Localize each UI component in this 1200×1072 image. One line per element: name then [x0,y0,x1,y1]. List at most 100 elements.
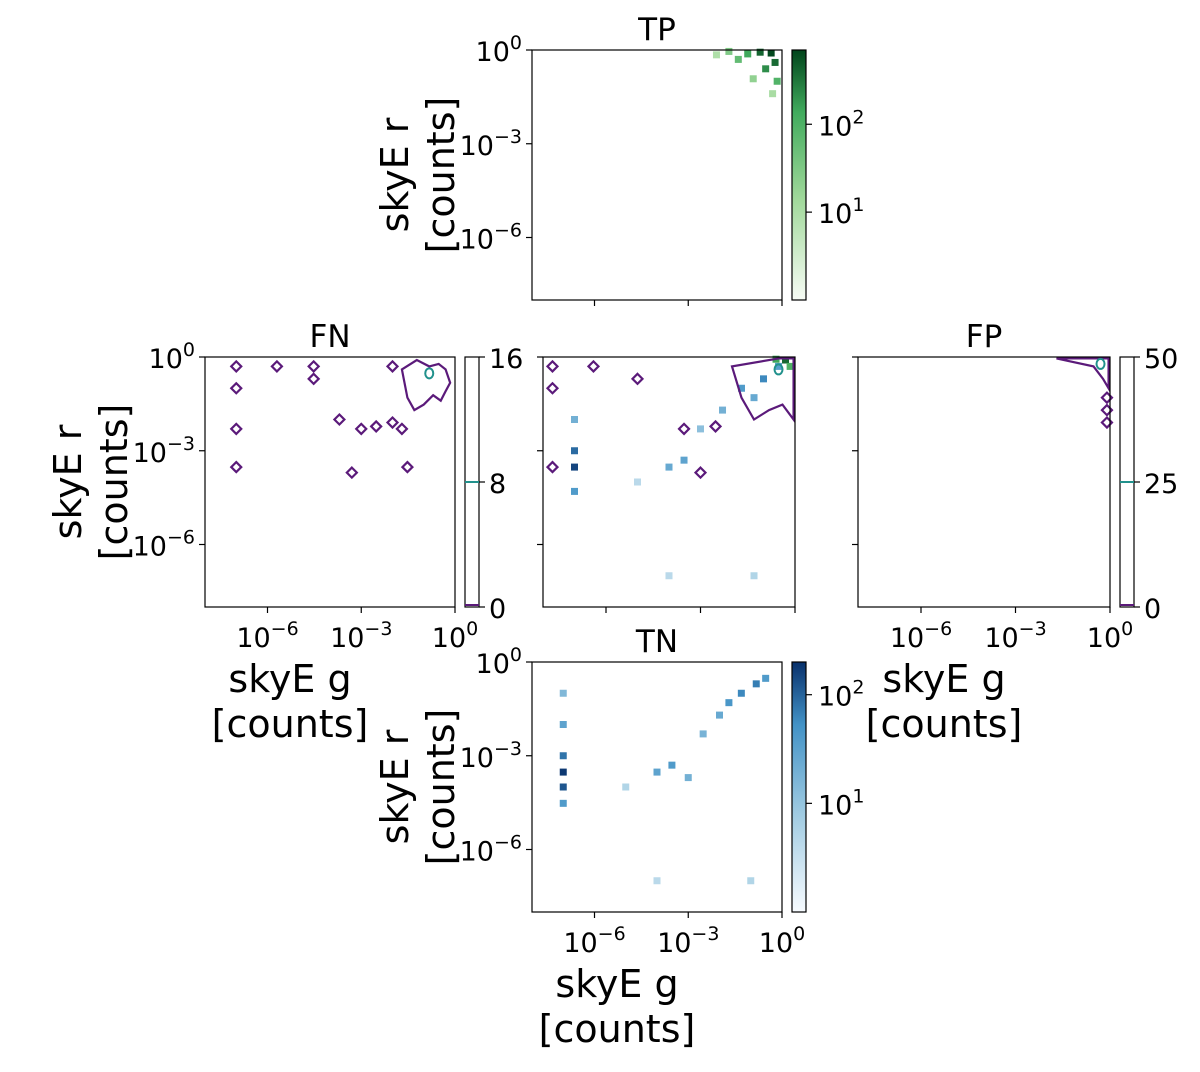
colorbar: 102 101 [792,50,864,300]
panel-tp-cells [713,48,781,97]
colorbar-tick-label: 16 [489,344,523,375]
heatmap-cell [571,464,578,471]
colorbar-tick-label: 101 [818,194,864,230]
heatmap-cell [654,877,661,884]
colorbar-tick-label: 0 [489,594,506,625]
heatmap-cell [697,425,704,432]
plot-frame [205,357,455,607]
y-axis-label: skyE r [46,424,90,539]
heatmap-cell [738,690,745,697]
panel-fp: FP10−6 10−3 100skyE g[counts]50250 [852,319,1178,746]
heatmap-cell [725,48,732,55]
colorbar-tick-label: 0 [1144,594,1161,625]
panel-title: TP [637,12,676,48]
x-axis-label: skyE g [882,657,1005,701]
heatmap-cell [654,769,661,776]
contour-marker [231,462,241,472]
heatmap-cell [622,784,629,791]
heatmap-cell [713,51,720,58]
plot-frame [858,357,1110,607]
colorbar-tick-label: 8 [489,469,506,500]
heatmap-cell [751,394,758,401]
heatmap-cells-layer [231,48,1112,884]
heatmap-cell [725,699,732,706]
x-axis-label: [counts] [212,702,369,746]
y-tick-label: 10−6 [460,220,522,256]
panel-title: FP [966,319,1003,355]
x-tick-label: 10−3 [657,923,719,959]
x-tick-label: 10−3 [984,618,1046,654]
contour-marker [309,374,319,384]
contour-marker [309,361,319,371]
contour-marker [711,421,721,431]
heatmap-cell [668,762,675,769]
contour-peak [1097,359,1105,369]
contour-marker [633,374,643,384]
x-tick-label: 10−6 [236,618,298,654]
contour-marker [371,421,381,431]
heatmap-cell [751,572,758,579]
y-axis-label: [counts] [92,404,136,561]
contour-marker [347,468,357,478]
heatmap-cell [560,721,567,728]
contour-marker [272,361,282,371]
panel-tn-cells [560,675,769,884]
y-tick-label: 100 [476,644,522,680]
contour-marker [231,361,241,371]
heatmap-cell [769,90,776,97]
heatmap-cell [719,407,726,414]
y-axis-label: skyE r [373,117,417,232]
contour-marker [588,361,598,371]
colorbar-tick-label: 101 [818,785,864,821]
y-tick-label: 10−6 [460,832,522,868]
heatmap-cell [571,488,578,495]
heatmap-cell [560,690,567,697]
plot-frame [532,662,782,912]
heatmap-cell [762,65,769,72]
heatmap-cell [760,375,767,382]
panel-fn-cells [231,360,450,478]
colorbar-tick-label: 102 [818,677,864,713]
x-tick-label: 100 [759,923,805,959]
colorbar-bar [792,50,806,300]
x-tick-label: 10−6 [563,923,625,959]
heatmap-cell [700,730,707,737]
panel-tp: TP 100 10−3 10−6 skyE r [counts] 102 101 [373,12,864,306]
heatmap-cell [716,712,723,719]
y-axis-label: skyE r [373,729,417,844]
heatmap-cell [762,675,769,682]
x-axis-label: [counts] [539,1007,696,1051]
heatmap-cell [560,800,567,807]
y-tick-label: 10−3 [460,126,522,162]
plot-frame [532,50,782,300]
colorbar-tick-label: 102 [818,106,864,142]
contour-marker [696,468,706,478]
heatmap-cell [753,680,760,687]
heatmap-cell [560,752,567,759]
contour-marker [402,462,412,472]
heatmap-cell [772,59,779,66]
contour-marker [547,383,557,393]
contour-marker [231,383,241,393]
y-tick-label: 100 [476,32,522,68]
contour-marker [547,462,557,472]
x-axis-label: [counts] [866,702,1023,746]
heatmap-cell [634,479,641,486]
heatmap-cell [685,774,692,781]
contour-marker [356,424,366,434]
contour-marker [231,424,241,434]
contour-region [1056,358,1108,388]
heatmap-cell [774,78,781,85]
heatmap-cell [571,447,578,454]
heatmap-cell [750,75,757,82]
panel-fp-cells [1056,358,1111,427]
colorbar: 50 25 0 [1120,344,1178,625]
colorbar-tick-label: 50 [1144,344,1178,375]
y-tick-label: 10−6 [133,527,195,563]
x-axis-label: skyE g [228,657,351,701]
contour-marker [334,415,344,425]
panel-all-cells [547,356,793,580]
